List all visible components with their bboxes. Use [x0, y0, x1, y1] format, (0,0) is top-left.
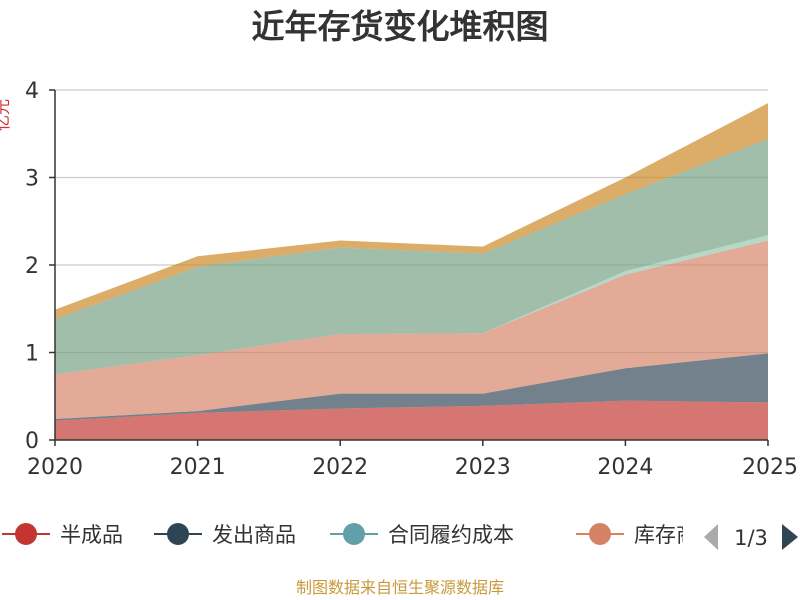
area-series-2 — [55, 353, 768, 421]
stacked-areas — [55, 103, 768, 440]
legend-marker-icon — [343, 523, 365, 545]
legend-item-3[interactable]: 合同履约成本 — [330, 523, 514, 547]
y-tick-label: 2 — [25, 254, 39, 279]
legend-marker-icon — [589, 523, 611, 545]
legend-prev-arrow-icon[interactable] — [704, 524, 718, 550]
legend-item-1[interactable]: 半成品 — [2, 523, 123, 547]
source-note: 制图数据来自恒生聚源数据库 — [295, 578, 504, 597]
legend-marker-icon — [167, 523, 189, 545]
legend-label: 发出商品 — [212, 523, 296, 547]
legend-label: 半成品 — [60, 523, 123, 547]
y-tick-label: 3 — [25, 167, 39, 192]
legend-page-indicator: 1/3 — [734, 526, 768, 550]
legend-pager: 1/3 — [704, 524, 798, 550]
legend: 半成品 发出商品 合同履约成本 库存商 — [2, 523, 697, 547]
legend-item-2[interactable]: 发出商品 — [154, 523, 296, 547]
y-tick-label: 4 — [25, 79, 39, 104]
x-tick-label: 2021 — [170, 455, 226, 480]
x-tick-label: 2025 — [742, 455, 798, 480]
legend-label: 库存商 — [634, 523, 697, 547]
legend-item-4[interactable]: 库存商 — [576, 523, 697, 547]
y-tick-label: 0 — [25, 429, 39, 454]
axes: 0 1 2 3 4 2020 2021 2022 2023 2024 2025 — [25, 79, 798, 480]
legend-marker-icon — [15, 523, 37, 545]
x-tick-label: 2023 — [455, 455, 511, 480]
x-tick-label: 2022 — [312, 455, 368, 480]
x-tick-label: 2020 — [27, 455, 83, 480]
y-axis-label: 亿元 — [0, 99, 12, 131]
legend-next-arrow-icon[interactable] — [782, 524, 798, 550]
y-tick-label: 1 — [25, 342, 39, 367]
chart-title: 近年存货变化堆积图 — [251, 7, 549, 46]
area-series-1 — [55, 400, 768, 440]
legend-label: 合同履约成本 — [388, 523, 514, 547]
area-series-6 — [55, 139, 768, 375]
area-series-4 — [55, 240, 768, 419]
x-tick-label: 2024 — [597, 455, 653, 480]
